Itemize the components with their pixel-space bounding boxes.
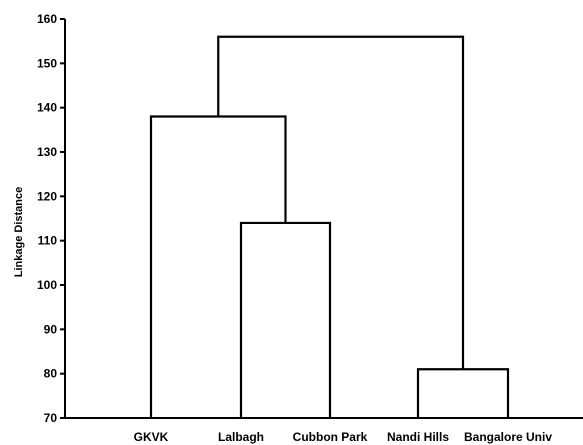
dendrogram-link bbox=[217, 35, 465, 370]
leaf-label: Cubbon Park bbox=[293, 430, 368, 444]
leaf-label: Bangalore Univ bbox=[464, 430, 552, 444]
leaf-labels: GKVK Lalbagh Cubbon Park Nandi Hills Bangalo… bbox=[134, 430, 553, 444]
dendrogram-link bbox=[416, 368, 510, 418]
y-tick-label: 70 bbox=[44, 411, 58, 425]
y-tick-label: 100 bbox=[37, 278, 57, 292]
leaf-label: Nandi Hills bbox=[387, 430, 449, 444]
y-tick-label: 140 bbox=[37, 101, 57, 115]
y-tick-label: 150 bbox=[37, 56, 57, 70]
dendrogram-link bbox=[149, 115, 287, 418]
y-tick-label: 120 bbox=[37, 189, 57, 203]
axes bbox=[64, 19, 583, 419]
y-tick-label: 130 bbox=[37, 145, 57, 159]
leaf-label: Lalbagh bbox=[218, 430, 264, 444]
dendrogram-link bbox=[239, 221, 332, 418]
y-axis-label: Linkage Distance bbox=[13, 187, 25, 277]
y-tick-label: 160 bbox=[37, 12, 57, 26]
leaf-label: GKVK bbox=[134, 430, 169, 444]
dendrogram-links bbox=[149, 35, 510, 418]
y-tick-label: 110 bbox=[38, 234, 58, 248]
y-tick-label: 90 bbox=[44, 322, 58, 336]
y-ticks: 70 80 90 100 110 120 130 140 150 160 bbox=[37, 12, 65, 425]
y-tick-label: 80 bbox=[44, 367, 58, 381]
